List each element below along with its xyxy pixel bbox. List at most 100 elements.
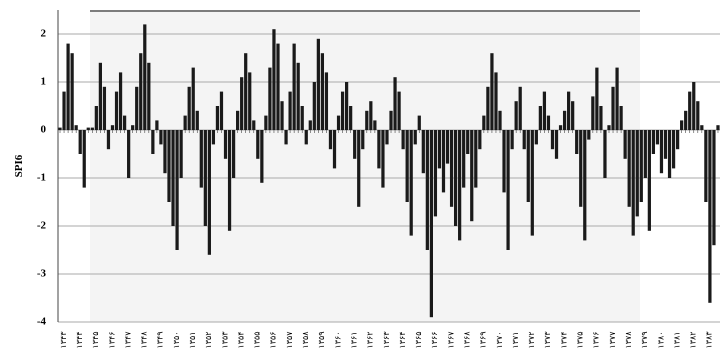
bar <box>393 77 396 130</box>
bar <box>349 106 352 130</box>
bar <box>107 130 110 149</box>
bar <box>450 130 453 207</box>
bar <box>232 130 235 178</box>
bar <box>99 63 102 130</box>
bar <box>385 130 388 144</box>
x-tick-label: ۱۳۵۹ <box>317 331 326 348</box>
bar <box>180 130 183 178</box>
bar <box>696 101 699 130</box>
bar <box>75 125 78 130</box>
bar <box>636 130 639 216</box>
bar <box>599 106 602 130</box>
bar <box>535 130 538 144</box>
bar <box>188 87 191 130</box>
bar <box>482 116 485 130</box>
bar <box>62 92 65 130</box>
bar <box>204 130 207 226</box>
bar <box>87 128 90 130</box>
bar <box>248 72 251 130</box>
x-tick-label: ۱۳۷۱ <box>511 331 520 348</box>
bar <box>159 130 162 144</box>
y-tick-label: -3 <box>37 268 47 280</box>
bar <box>58 128 61 130</box>
bar <box>264 116 267 130</box>
y-tick-label: 0 <box>41 124 47 136</box>
bar <box>519 87 522 130</box>
bar <box>684 111 687 130</box>
bar <box>438 130 441 168</box>
bar <box>341 92 344 130</box>
x-tick-label: ۱۳۷۰ <box>495 331 504 348</box>
bar <box>337 116 340 130</box>
bar <box>329 130 332 149</box>
bar <box>454 130 457 226</box>
bar <box>494 72 497 130</box>
x-tick-label: ۱۳۵۸ <box>301 331 310 349</box>
x-tick-label: ۱۳۴۷ <box>123 331 132 349</box>
bar <box>615 68 618 130</box>
bar <box>115 92 118 130</box>
bar <box>595 68 598 130</box>
x-tick-label: ۱۳۴۴ <box>75 331 84 348</box>
bar <box>511 130 514 149</box>
x-tick-label: ۱۳۶۲ <box>366 331 375 348</box>
bar <box>103 87 106 130</box>
bar <box>333 130 336 168</box>
bar <box>151 130 154 154</box>
bar <box>527 130 530 202</box>
bar <box>184 116 187 130</box>
bar <box>688 92 691 130</box>
bar <box>143 24 146 130</box>
x-tick-label: ۱۳۶۱ <box>349 331 358 348</box>
bar <box>297 63 300 130</box>
bar <box>446 130 449 164</box>
bar <box>716 125 719 130</box>
bar <box>135 87 138 130</box>
bar <box>543 92 546 130</box>
bar <box>539 106 542 130</box>
x-tick-label: ۱۳۵۶ <box>269 331 278 348</box>
bar <box>389 111 392 130</box>
x-tick-label: ۱۳۴۵ <box>91 331 100 348</box>
bar <box>240 77 243 130</box>
x-tick-label: ۱۳۵۵ <box>253 331 262 348</box>
bar <box>571 101 574 130</box>
x-tick-label: ۱۳۴۹ <box>156 331 165 348</box>
bar <box>583 130 586 240</box>
bar <box>547 116 550 130</box>
bar <box>66 44 69 130</box>
bar <box>147 63 150 130</box>
bar <box>466 130 469 154</box>
bar <box>236 111 239 130</box>
bar <box>260 130 263 183</box>
x-tick-label: ۱۳۵۷ <box>285 331 294 349</box>
bar <box>656 130 659 144</box>
bar <box>640 130 643 202</box>
bar <box>268 68 271 130</box>
x-tick-label: ۱۳۶۶ <box>430 331 439 348</box>
x-tick-label: ۱۳۵۴ <box>236 331 245 348</box>
bar <box>119 72 122 130</box>
y-tick-label: -2 <box>37 220 47 232</box>
bar <box>361 130 364 149</box>
bar <box>123 116 126 130</box>
bar <box>708 130 711 303</box>
bar <box>470 130 473 221</box>
x-tick-label: ۱۳۶۹ <box>479 331 488 348</box>
bar <box>244 53 247 130</box>
bar <box>579 130 582 207</box>
x-tick-label: ۱۳۵۱ <box>188 331 197 348</box>
bar <box>523 130 526 149</box>
bar <box>531 130 534 236</box>
bar <box>325 72 328 130</box>
y-tick-label: 1 <box>41 76 47 88</box>
x-tick-label: ۱۳۵۰ <box>172 331 181 348</box>
bar <box>704 130 707 202</box>
x-tick-label: ۱۳۸۱ <box>672 331 681 348</box>
bar <box>163 130 166 173</box>
x-tick-label: ۱۳۸۲ <box>689 331 698 348</box>
bar <box>628 130 631 207</box>
bar <box>91 128 94 130</box>
bar <box>624 130 627 159</box>
bar <box>321 53 324 130</box>
